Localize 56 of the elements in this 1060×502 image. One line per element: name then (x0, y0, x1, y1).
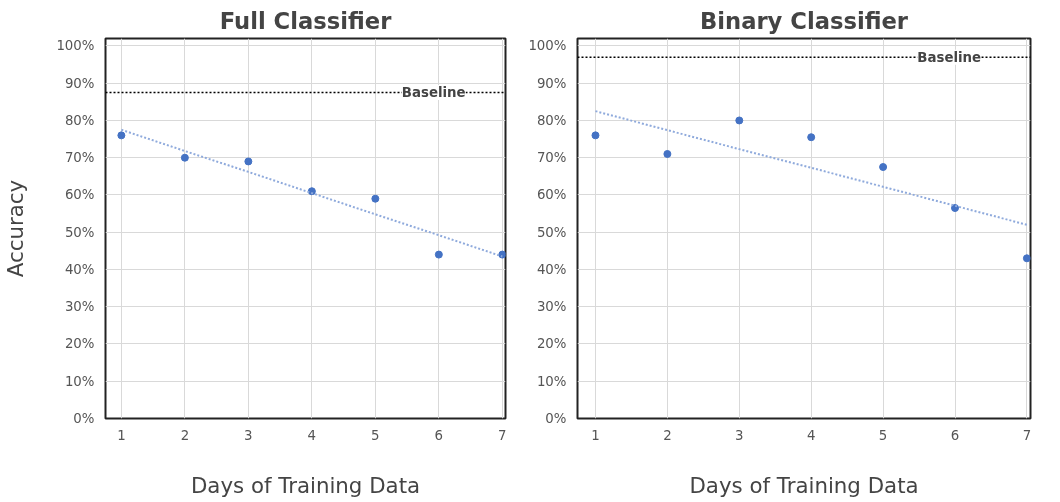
point (735, 116, 744, 125)
x-tick-label: 6 (950, 427, 960, 443)
ref-line-label: Baseline (917, 49, 982, 65)
y-tick-label: 20% (536, 336, 567, 352)
y-tick-label: 100% (528, 38, 567, 54)
y-tick-label: 0% (545, 411, 567, 426)
x-tick-label: 4 (307, 427, 317, 443)
y-tick-label: 0% (73, 411, 95, 426)
x-tick-label: 2 (180, 427, 190, 443)
y-tick-label: 10% (536, 373, 567, 389)
x-tick-label: 6 (434, 427, 444, 443)
y-tick-label: 70% (536, 150, 567, 166)
point (498, 250, 506, 259)
point (434, 250, 443, 259)
point (807, 133, 816, 142)
y-tick-label: 50% (536, 224, 567, 240)
x-tick-label: 5 (371, 427, 380, 443)
y-tick-label: 80% (536, 112, 567, 128)
y-tick-label: 20% (64, 336, 95, 352)
y-tick-label: 90% (64, 75, 95, 91)
chart-title: Binary Classifier (699, 7, 909, 34)
chart-title: Full Classifier (219, 7, 393, 34)
point (879, 163, 888, 172)
point (371, 194, 380, 203)
y-tick-label: 50% (64, 224, 95, 240)
x-axis-title: Days of Training Data (689, 472, 919, 498)
point (117, 131, 126, 140)
x-tick-label: 5 (878, 427, 888, 443)
x-tick-label: 1 (117, 427, 126, 443)
y-tick-label: 70% (64, 150, 95, 166)
y-tick-label: 30% (64, 299, 95, 315)
x-tick-label: 3 (735, 427, 744, 443)
x-tick-label: 7 (498, 427, 507, 443)
x-tick-label: 7 (1022, 427, 1032, 443)
y-tick-label: 40% (536, 261, 567, 277)
x-tick-label: 3 (244, 427, 253, 443)
point (244, 157, 253, 166)
y-tick-label: 100% (56, 38, 95, 54)
y-tick-label: 60% (536, 187, 567, 203)
x-tick-label: 1 (591, 427, 600, 443)
point (591, 131, 600, 140)
ref-line-label: Baseline (401, 85, 466, 101)
line-series (594, 110, 1028, 226)
x-tick-label: 4 (806, 427, 816, 443)
point (663, 150, 672, 158)
y-tick-label: 60% (64, 187, 95, 203)
x-axis-title: Days of Training Data (190, 472, 421, 498)
y-tick-label: 10% (64, 373, 95, 389)
y-tick-label: 40% (64, 261, 95, 277)
y-tick-label: 30% (536, 299, 567, 315)
point (180, 153, 189, 162)
y-axis-title: Accuracy (3, 179, 29, 278)
y-tick-label: 80% (64, 112, 95, 128)
point (1022, 254, 1031, 263)
y-tick-label: 90% (536, 75, 567, 91)
x-tick-label: 2 (663, 427, 672, 443)
